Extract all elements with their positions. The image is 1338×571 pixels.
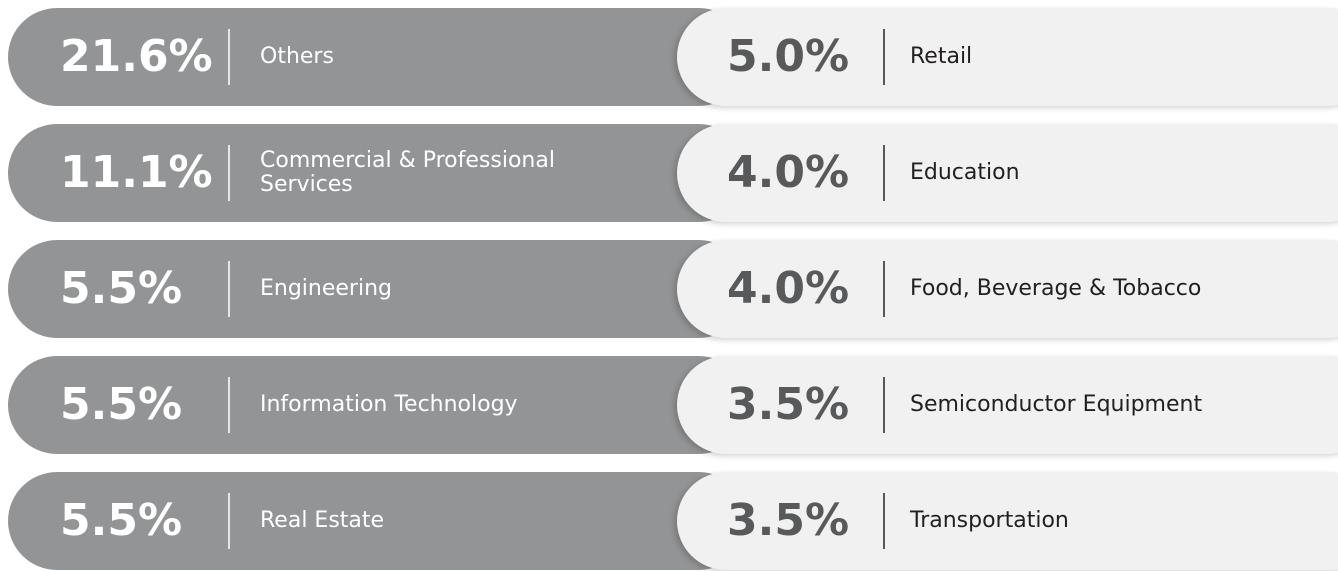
left-pill: 5.5% Real Estate <box>8 472 748 570</box>
sector-row: 11.1% Commercial & Professional Services 4… <box>0 124 1338 222</box>
right-pill: 3.5% Semiconductor Equipment <box>677 356 1338 454</box>
divider <box>228 145 230 201</box>
right-pill: 3.5% Transportation <box>677 472 1338 570</box>
sector-row: 5.5% Real Estate 3.5% Transportation <box>0 472 1338 570</box>
sector-label: Retail <box>910 44 973 69</box>
percent: 5.5% <box>60 379 183 430</box>
sector-label: Commercial & Professional Services <box>260 148 555 197</box>
divider <box>883 29 885 85</box>
divider <box>228 261 230 317</box>
sector-label: Engineering <box>260 276 392 301</box>
percent: 3.5% <box>727 495 850 546</box>
right-pill: 5.0% Retail <box>677 8 1338 106</box>
percent: 4.0% <box>727 147 850 198</box>
percent: 5.5% <box>60 495 183 546</box>
left-pill: 11.1% Commercial & Professional Services <box>8 124 748 222</box>
sector-label: Education <box>910 160 1020 185</box>
percent: 5.5% <box>60 263 183 314</box>
divider <box>228 493 230 549</box>
percent: 4.0% <box>727 263 850 314</box>
sector-row: 21.6% Others 5.0% Retail <box>0 8 1338 106</box>
right-pill: 4.0% Education <box>677 124 1338 222</box>
sector-row: 5.5% Engineering 4.0% Food, Beverage & Toba… <box>0 240 1338 338</box>
sector-label: Information Technology <box>260 392 518 417</box>
left-pill: 5.5% Information Technology <box>8 356 748 454</box>
percent: 11.1% <box>60 147 213 198</box>
percent: 5.0% <box>727 31 850 82</box>
divider <box>228 377 230 433</box>
divider <box>883 261 885 317</box>
right-pill: 4.0% Food, Beverage & Tobacco <box>677 240 1338 338</box>
sector-label: Others <box>260 44 334 69</box>
sector-label: Food, Beverage & Tobacco <box>910 276 1202 301</box>
divider <box>883 493 885 549</box>
left-pill: 21.6% Others <box>8 8 748 106</box>
left-pill: 5.5% Engineering <box>8 240 748 338</box>
sector-label: Semiconductor Equipment <box>910 392 1203 417</box>
divider <box>883 145 885 201</box>
sector-row: 5.5% Information Technology 3.5% Semiconduc… <box>0 356 1338 454</box>
percent: 21.6% <box>60 31 213 82</box>
percent: 3.5% <box>727 379 850 430</box>
sector-label: Real Estate <box>260 508 385 533</box>
divider <box>228 29 230 85</box>
sector-label: Transportation <box>910 508 1069 533</box>
divider <box>883 377 885 433</box>
